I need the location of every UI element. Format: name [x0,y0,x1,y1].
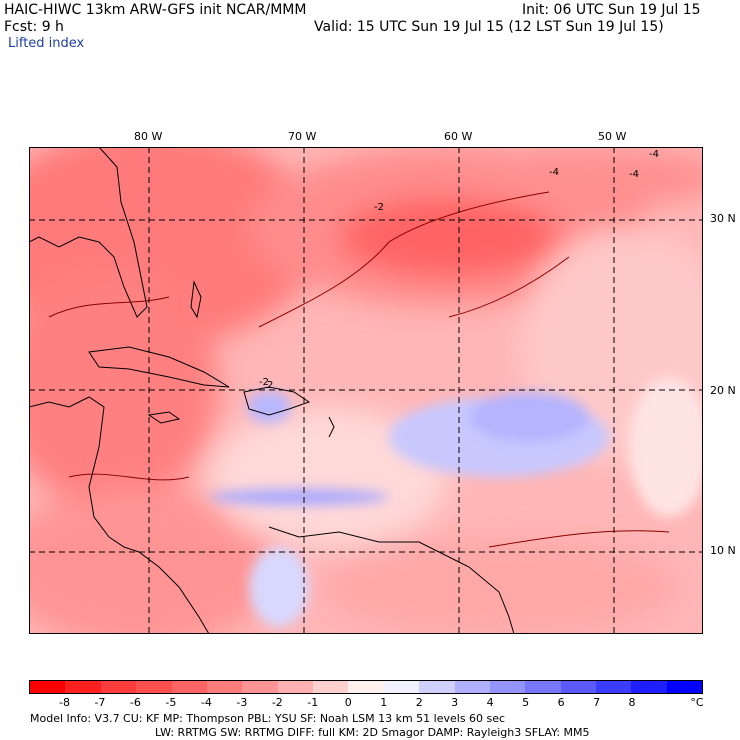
colorbar-swatch [100,681,137,693]
colorbar-swatch [631,681,667,693]
colorbar-tick-label: 0 [344,696,352,709]
lon-label-70w: 70 W [288,130,317,143]
model-info-line1: Model Info: V3.7 CU: KF MP: Thompson PBL… [30,712,506,725]
field-name: Lifted index [8,36,85,51]
lifted-index-map[interactable]: -4 -2 -4 -2 -4 2 [29,147,703,634]
colorbar-swatch [242,681,278,693]
colorbar-swatch [454,681,490,693]
contour-label: -4 [549,167,559,178]
colorbar-tick-label: 5 [522,696,530,709]
lat-label-20n: 20 N [710,384,736,397]
colorbar-swatch [596,681,632,693]
colorbar-swatch [277,681,313,693]
colorbar-swatch [313,681,349,693]
colorbar-tick-label: -2 [271,696,283,709]
colorbar-tick-label: 1 [380,696,388,709]
colorbar-swatch [348,681,384,693]
model-info-line2: LW: RRTMG SW: RRTMG DIFF: full KM: 2D Sm… [155,726,590,739]
colorbar-swatch [666,681,703,693]
colorbar-tick-label: -5 [165,696,177,709]
colorbar-swatch [525,681,561,693]
map-canvas [29,147,703,634]
colorbar-tick-label: -7 [94,696,106,709]
colorbar-tick-label: 4 [486,696,494,709]
colorbar-swatch [171,681,207,693]
colorbar-swatch [30,681,66,693]
init-time: Init: 06 UTC Sun 19 Jul 15 [522,2,701,18]
lon-label-60w: 60 W [444,130,473,143]
contour-label: 2 [267,380,274,391]
colorbar-swatch [419,681,455,693]
colorbar-swatch [560,681,596,693]
contour-label: -4 [629,169,639,180]
colorbar-swatch [65,681,101,693]
colorbar-tick-label: 2 [415,696,423,709]
colorbar-tick-label: -8 [58,696,70,709]
colorbar [29,680,703,694]
colorbar-swatch [206,681,243,693]
lat-label-10n: 10 N [710,544,736,557]
model-title: HAIC-HIWC 13km ARW-GFS init NCAR/MMM [4,2,307,18]
contour-label: -4 [649,149,659,160]
colorbar-tick-label: 6 [557,696,565,709]
colorbar-tick-label: -6 [129,696,141,709]
colorbar-unit: °C [690,696,704,709]
valid-time: Valid: 15 UTC Sun 19 Jul 15 (12 LST Sun … [314,19,664,35]
forecast-hour: Fcst: 9 h [4,19,64,35]
colorbar-tick-label: 3 [451,696,459,709]
contour-label: -2 [259,377,269,388]
contour-label: -2 [374,202,384,213]
lon-label-80w: 80 W [134,130,163,143]
colorbar-tick-label: 7 [593,696,601,709]
colorbar-tick-label: -3 [236,696,248,709]
lat-label-30n: 30 N [710,212,736,225]
colorbar-tick-label: -1 [307,696,319,709]
colorbar-tick-label: -4 [200,696,212,709]
colorbar-swatch [489,681,526,693]
colorbar-tick-label: 8 [628,696,636,709]
lon-label-50w: 50 W [598,130,627,143]
colorbar-swatch [136,681,172,693]
colorbar-swatch [383,681,420,693]
